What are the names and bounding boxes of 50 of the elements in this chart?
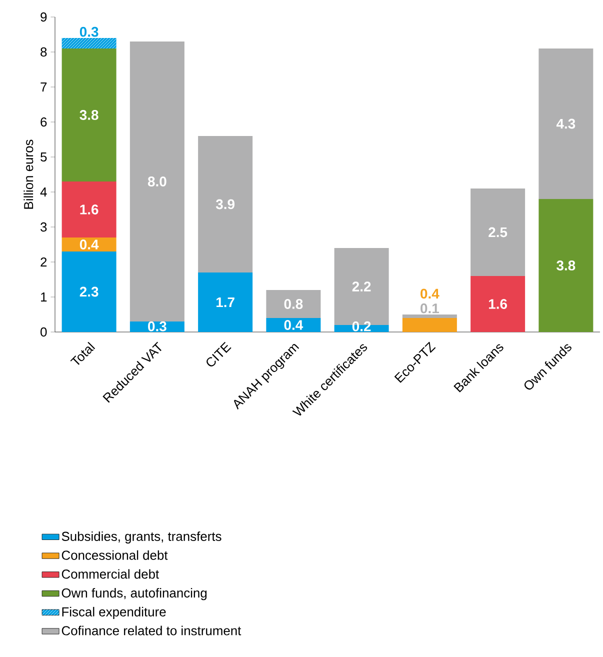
data-label: 2.5	[488, 227, 508, 238]
data-label: 4.3	[556, 118, 576, 129]
bar	[198, 136, 253, 272]
legend-label: Concessional debt	[62, 550, 168, 560]
data-label: 0.4	[420, 288, 440, 299]
bar	[538, 199, 594, 332]
data-label: 1.6	[80, 204, 98, 214]
bar	[470, 276, 526, 332]
data-label: 1.6	[488, 299, 507, 309]
bar	[266, 318, 321, 332]
bar	[62, 238, 116, 252]
data-label: 2.3	[80, 286, 98, 297]
y-tick-label: 4	[40, 188, 47, 196]
y-tick-label: 2	[40, 257, 47, 267]
data-label: 0.4	[80, 240, 99, 250]
data-label: 8.0	[148, 176, 166, 186]
legend-label: Commercial debt	[62, 569, 159, 579]
y-tick-label: 6	[40, 117, 47, 127]
bar	[470, 188, 526, 276]
y-tick-label: 7	[40, 82, 47, 92]
data-label: 0.3	[148, 321, 166, 332]
y-tick-label: 0	[40, 327, 47, 337]
data-label: 3.8	[80, 110, 98, 120]
y-tick-label: 1	[41, 292, 47, 302]
bar	[402, 318, 457, 332]
data-label: 2.2	[352, 282, 371, 292]
data-label: 0.8	[284, 299, 303, 309]
data-label: 0.4	[284, 320, 304, 330]
legend-label: Subsidies, grants, transferts	[62, 531, 222, 544]
data-label: 3.9	[216, 199, 234, 210]
y-tick-label: 9	[40, 12, 47, 22]
data-label: 3.8	[556, 260, 576, 270]
bar	[198, 272, 253, 332]
legend-label: Own funds, autofinancing	[62, 588, 207, 600]
bar	[62, 252, 116, 332]
bar	[266, 290, 321, 318]
y-tick-label: 3	[40, 222, 47, 232]
data-label: 0.3	[80, 26, 98, 37]
bar	[62, 182, 116, 238]
bar	[62, 48, 116, 182]
y-tick-label: 5	[40, 152, 47, 162]
bar	[538, 48, 594, 199]
y-tick-label: 8	[40, 47, 47, 57]
bar	[130, 42, 184, 322]
y-axis-title: Billion euros	[24, 140, 34, 209]
bar	[402, 314, 457, 318]
data-label: 1.7	[216, 297, 234, 308]
legend-label: Fiscal expenditure	[62, 606, 166, 619]
legend-label: Cofinance related to instrument	[62, 626, 242, 636]
data-label: 0.1	[420, 303, 439, 314]
